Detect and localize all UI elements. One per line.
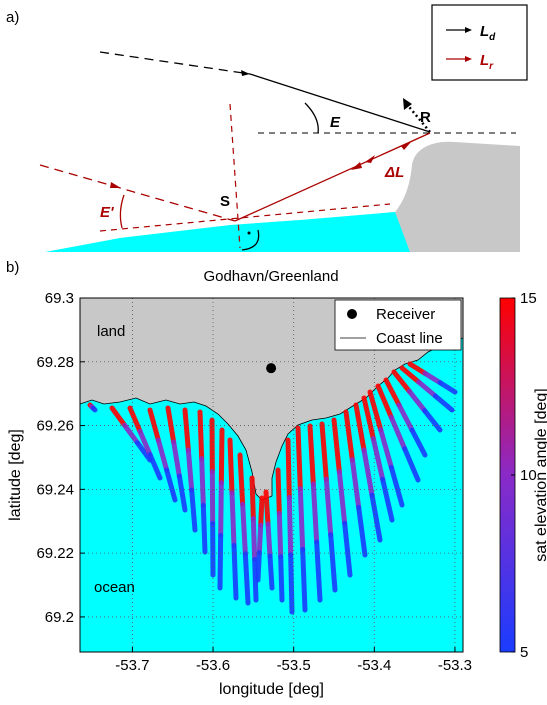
angle-arc [120,195,124,228]
annotation: ocean [94,579,135,596]
track-segment [253,519,254,560]
arrow-head [351,162,362,170]
track-segment [266,492,268,524]
track-segment [300,489,302,550]
track-segment [258,553,259,580]
track-segment [289,497,290,554]
track-segment [268,524,270,556]
track-segment [221,430,222,483]
track-segment [259,525,260,552]
x-tick-label: -53.4 [357,657,391,674]
panel-label: a) [6,9,19,26]
panel-label: b) [6,259,19,276]
angle-arc [305,103,318,133]
track-segment [270,556,272,588]
y-tick-label: 69.28 [36,354,74,371]
track-segment [310,426,313,484]
track-segment [203,505,205,552]
arrow-head [241,70,250,76]
figure: a) R E ΔL S E' Ld Lr b) Godhavn/Greenlan… [0,0,547,700]
label-e: E [330,114,341,131]
x-tick-label: -53.5 [277,657,311,674]
label-e-prime: E' [100,204,114,221]
legend-symbol: L [480,23,489,40]
track-segment [221,483,222,536]
track-segment [278,470,279,513]
x-tick-label: -53.7 [115,657,149,674]
track-segment [303,549,305,610]
track-segment [281,557,282,600]
x-axis-label: longitude [deg] [219,681,324,698]
label-dl: ΔL [384,164,404,181]
y-tick-label: 69.24 [36,481,74,498]
colorbar-tick-label: 5 [520,644,528,661]
annotation: land [97,323,125,340]
track-segment [298,428,300,489]
y-tick-label: 69.26 [36,418,74,435]
track-segment [230,440,232,493]
track-segment [93,408,95,410]
track-segment [232,493,234,546]
x-tick-label: -53.6 [196,657,230,674]
track-segment [192,490,195,530]
direct-ray-dashed [100,52,250,74]
y-tick-label: 69.3 [45,290,74,307]
chart-title: Godhavn/Greenland [203,268,338,285]
legend-symbol: L [480,52,489,69]
map-plot: -53.7 -53.6 -53.5 -53.4 -53.3 69.2 69.22 69.24 6… [7,290,547,698]
land [395,142,520,252]
track-segment [261,498,262,525]
label-s: S [220,193,230,210]
receiver-point [266,363,276,373]
legend-entry: Coast line [376,330,443,347]
track-segment [313,484,316,542]
angle-dot [248,232,251,235]
colorbar-tick-label: 15 [520,290,537,307]
track-segment [200,412,202,459]
track-segment [245,554,248,603]
arrow-head [110,182,121,188]
legend-subscript: d [489,32,496,43]
track-segment [288,440,289,497]
track-segment [243,504,246,553]
legend-entry: Receiver [376,306,435,323]
y-tick-label: 69.2 [45,609,74,626]
y-tick-label: 69.22 [36,545,74,562]
track-segment [291,555,292,612]
track-segment [240,455,243,504]
track-segment [202,459,204,506]
track-segment [220,535,221,588]
label-r: R [420,109,431,126]
track-segment [188,450,191,490]
y-axis-label: latitude [deg] [7,429,24,521]
legend-marker [347,309,357,319]
track-segment [317,542,320,600]
track-segment [279,513,280,556]
track-segment [234,545,236,598]
reflected-ray-dashed [40,165,235,221]
track-segment [252,478,253,519]
colorbar-label: sat elevation angle [deg] [533,388,547,561]
track-segment [185,410,188,450]
x-tick-label: -53.3 [438,657,472,674]
